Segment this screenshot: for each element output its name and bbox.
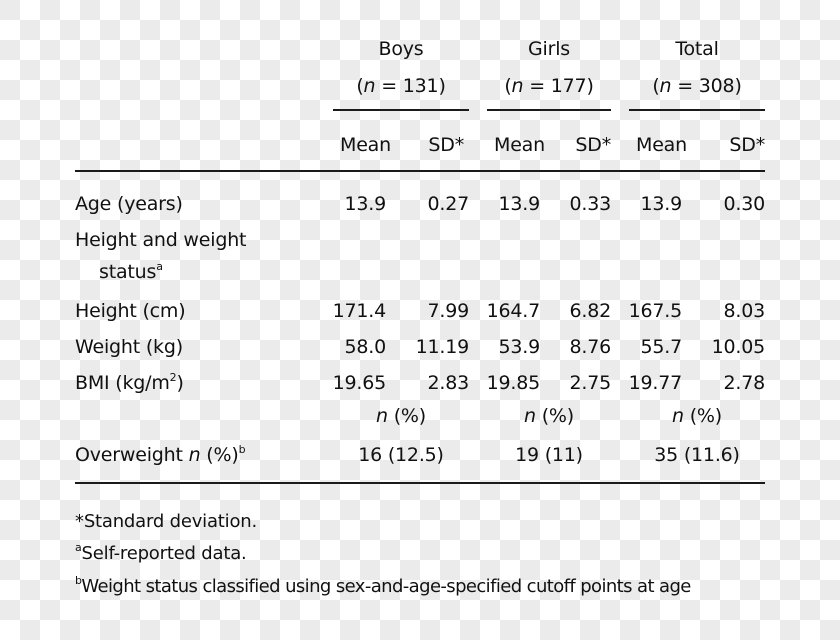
subheader-sd-total: SD*	[729, 134, 765, 156]
cell-weight-boys-sd: 11.19	[415, 336, 470, 358]
row-label-height-weight-status: Height and weight	[75, 229, 247, 251]
subheader-sd-boys: SD*	[428, 134, 464, 156]
cell-overweight-boys: 16 (12.5)	[358, 444, 444, 466]
footnote-text: Self-reported data.	[81, 543, 247, 564]
npct-header-boys: n (%)	[333, 405, 469, 427]
pct-symbol: (%)	[387, 405, 426, 427]
footnote-marker: b	[75, 574, 82, 587]
footnote-text: Weight status classified using sex-and-a…	[81, 576, 691, 597]
n-value: 308	[698, 75, 735, 97]
cell-weight-total-mean: 55.7	[640, 336, 682, 358]
group-n-boys: (n = 131)	[356, 75, 446, 97]
row-label-weight: Weight (kg)	[75, 336, 183, 358]
group-n-total: (n = 308)	[652, 75, 742, 97]
cell-height-girls-sd: 6.82	[569, 300, 611, 322]
footnote-marker: a	[75, 541, 82, 554]
cell-height-total-sd: 8.03	[723, 300, 765, 322]
subheader-sd-girls: SD*	[575, 134, 611, 156]
cell-bmi-total-sd: 2.78	[723, 372, 765, 394]
equals-sign: =	[523, 75, 551, 97]
footnote-marker-a: a	[156, 259, 163, 273]
cell-bmi-boys-mean: 19.65	[332, 372, 387, 394]
bmi-label-text: BMI (kg/m	[75, 372, 170, 394]
footnote-b: bWeight status classified using sex-and-…	[75, 574, 691, 598]
n-value: 177	[550, 75, 587, 97]
group-header-girls: Girls	[528, 38, 570, 60]
subheader-mean-boys: Mean	[340, 134, 391, 156]
footnote-a: aSelf-reported data.	[75, 541, 247, 565]
row-label-status-line2: statusa	[99, 261, 163, 283]
cell-weight-total-sd: 10.05	[711, 336, 766, 358]
npct-header-girls: n (%)	[487, 405, 611, 427]
cell-age-total-mean: 13.9	[640, 193, 682, 215]
cell-age-boys-mean: 13.9	[344, 193, 386, 215]
group-underline-girls	[487, 109, 611, 111]
cell-bmi-boys-sd: 2.83	[427, 372, 469, 394]
cell-weight-boys-mean: 58.0	[344, 336, 386, 358]
cell-overweight-total: 35 (11.6)	[654, 444, 740, 466]
cell-age-girls-mean: 13.9	[498, 193, 540, 215]
status-text: status	[99, 261, 157, 283]
cell-bmi-girls-mean: 19.85	[486, 372, 541, 394]
cell-height-boys-mean: 171.4	[332, 300, 387, 322]
group-underline-total	[629, 109, 765, 111]
n-symbol: n	[376, 405, 388, 427]
cell-age-total-sd: 0.30	[723, 193, 765, 215]
group-underline-boys	[333, 109, 469, 111]
n-symbol: n	[363, 75, 376, 97]
group-header-total: Total	[675, 38, 719, 60]
cell-height-total-mean: 167.5	[628, 300, 683, 322]
npct-header-total: n (%)	[629, 405, 765, 427]
bmi-label-suffix: )	[176, 372, 184, 394]
group-header-boys: Boys	[378, 38, 424, 60]
group-n-girls: (n = 177)	[504, 75, 594, 97]
row-label-overweight: Overweight n (%)b	[75, 442, 246, 466]
footnote-text: Standard deviation.	[83, 511, 258, 532]
n-symbol: n	[659, 75, 672, 97]
n-symbol: n	[511, 75, 524, 97]
n-symbol: n	[524, 405, 536, 427]
row-label-age: Age (years)	[75, 193, 183, 215]
footnote-marker-b: b	[238, 442, 246, 456]
equals-sign: =	[375, 75, 403, 97]
cell-overweight-girls: 19 (11)	[515, 444, 583, 466]
equals-sign: =	[671, 75, 699, 97]
cell-weight-girls-mean: 53.9	[498, 336, 540, 358]
cell-height-boys-sd: 7.99	[427, 300, 469, 322]
row-label-height: Height (cm)	[75, 300, 186, 322]
pct-symbol: (%)	[200, 444, 239, 466]
row-label-bmi: BMI (kg/m2)	[75, 372, 184, 394]
footnote-sd: *Standard deviation.	[75, 511, 257, 533]
cell-bmi-girls-sd: 2.75	[569, 372, 611, 394]
n-symbol: n	[672, 405, 684, 427]
cell-weight-girls-sd: 8.76	[569, 336, 611, 358]
overweight-text: Overweight	[75, 444, 189, 466]
superscript-2: 2	[169, 370, 177, 384]
cell-bmi-total-mean: 19.77	[628, 372, 683, 394]
header-rule	[75, 170, 765, 172]
subheader-mean-girls: Mean	[494, 134, 545, 156]
footnote-marker: *	[75, 511, 84, 532]
cell-age-boys-sd: 0.27	[427, 193, 469, 215]
cell-age-girls-sd: 0.33	[569, 193, 611, 215]
pct-symbol: (%)	[683, 405, 722, 427]
subheader-mean-total: Mean	[636, 134, 687, 156]
n-symbol: n	[188, 444, 201, 466]
pct-symbol: (%)	[535, 405, 574, 427]
cell-height-girls-mean: 164.7	[486, 300, 541, 322]
n-value: 131	[402, 75, 439, 97]
bottom-rule	[75, 482, 765, 484]
